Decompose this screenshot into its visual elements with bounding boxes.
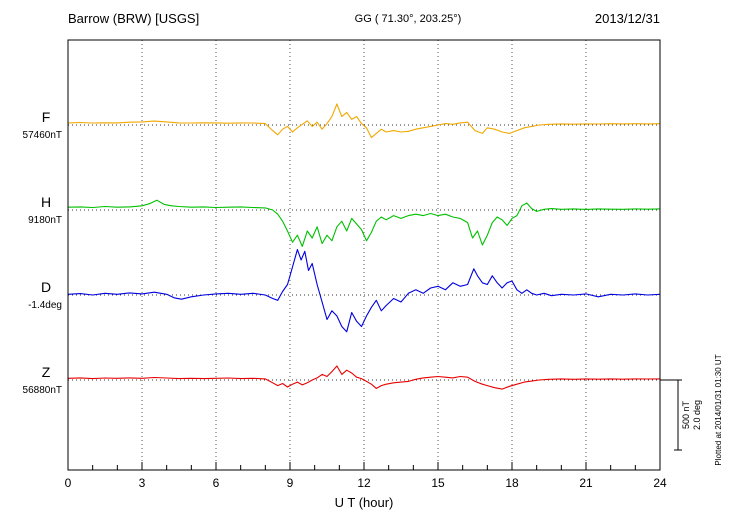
x-tick-label: 12 bbox=[357, 476, 371, 490]
station-title: Barrow (BRW) [USGS] bbox=[68, 11, 199, 26]
x-tick-label: 3 bbox=[139, 476, 146, 490]
trace-D bbox=[67, 248, 661, 333]
trace-H bbox=[67, 199, 661, 247]
x-tick-label: 18 bbox=[505, 476, 519, 490]
trace-F bbox=[67, 103, 661, 139]
plot-generated-layer: 0 3 6 9 12 15 18 21 24 F 57460nT H 9180nT D -1.4deg Z 56… bbox=[23, 39, 682, 490]
x-tick-label: 0 bbox=[65, 476, 72, 490]
scale-label-nt: 500 nT bbox=[681, 400, 691, 429]
plot-date: 2013/12/31 bbox=[595, 11, 660, 26]
trace-Z bbox=[67, 365, 661, 390]
trace-baseline-value-F: 57460nT bbox=[23, 130, 62, 141]
trace-label-D: D bbox=[41, 279, 51, 295]
x-tick-label: 24 bbox=[653, 476, 667, 490]
trace-label-H: H bbox=[41, 194, 51, 210]
x-tick-label: 9 bbox=[287, 476, 294, 490]
plot-frame bbox=[67, 39, 661, 471]
trace-label-F: F bbox=[42, 109, 51, 125]
geo-coords: GG ( 71.30°, 203.25°) bbox=[355, 13, 462, 25]
trace-baseline-value-H: 9180nT bbox=[28, 215, 62, 226]
trace-baseline-value-Z: 56880nT bbox=[23, 385, 62, 396]
x-tick-label: 6 bbox=[213, 476, 220, 490]
x-tick-label: 15 bbox=[431, 476, 445, 490]
trace-label-Z: Z bbox=[42, 364, 51, 380]
x-tick-label: 21 bbox=[579, 476, 593, 490]
plotted-at-note: Plotted at 2014/01/31 01:30 UT bbox=[714, 354, 723, 465]
trace-baseline-value-D: -1.4deg bbox=[28, 300, 62, 311]
x-axis-label: U T (hour) bbox=[335, 495, 394, 510]
scale-label-deg: 2.0 deg bbox=[692, 400, 702, 430]
